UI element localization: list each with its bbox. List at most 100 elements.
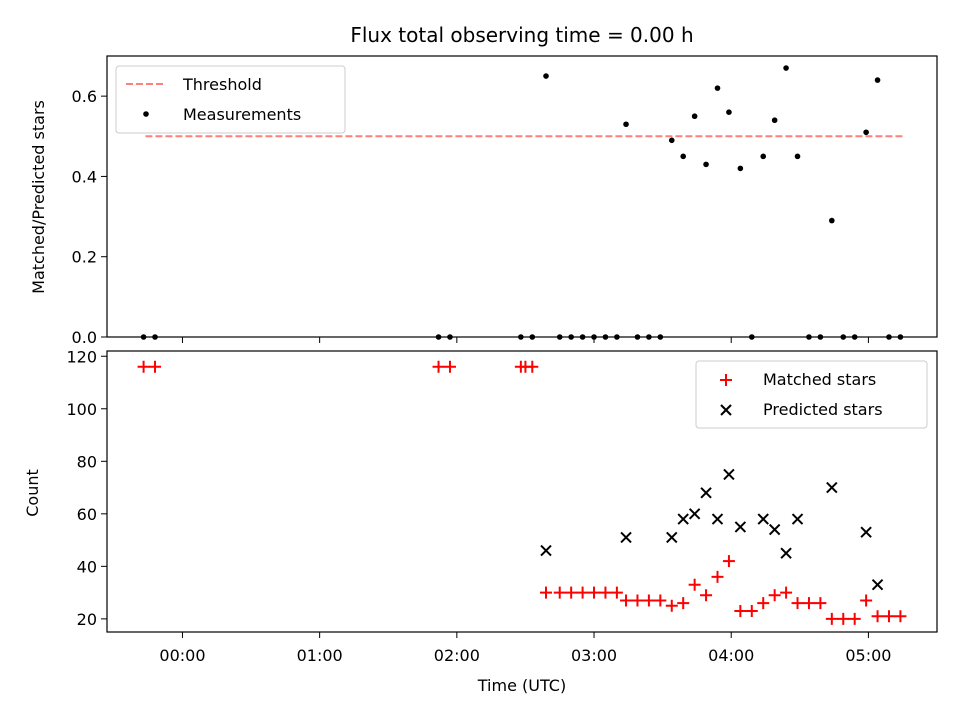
matched-star-point <box>610 586 623 599</box>
measurement-point <box>614 334 620 340</box>
measurement-point <box>874 77 881 83</box>
x-tick-label: 04:00 <box>708 646 754 665</box>
y-tick-label: 60 <box>77 505 97 524</box>
x-stroke-b <box>757 513 769 525</box>
matched-star-point <box>443 360 456 373</box>
matched-star-point <box>149 360 162 373</box>
x-stroke-b <box>860 526 872 538</box>
top-panel: 0.0 0.2 0.4 0.6 Threshold Measurements <box>72 55 938 347</box>
x-axis-label: Time (UTC) <box>477 676 566 695</box>
x-stroke-b <box>700 487 712 499</box>
measurement-point <box>806 334 812 340</box>
x-stroke-b <box>791 513 804 525</box>
measurement-point <box>783 65 789 71</box>
x-stroke-b <box>871 579 884 591</box>
measurement-point <box>714 85 721 91</box>
predicted-star-point <box>734 521 747 533</box>
predicted-star-point <box>768 523 781 536</box>
measurement-point <box>863 129 869 136</box>
predicted-star-point <box>540 544 552 557</box>
bottom-y-axis-label: Count <box>23 469 42 517</box>
bottom-legend: Matched stars Predicted stars <box>695 360 928 429</box>
predicted-star-point <box>860 526 872 538</box>
matched-star-point <box>802 597 815 610</box>
measurement-point <box>646 334 652 340</box>
x-stroke-b <box>720 404 732 416</box>
bottom-panel: 20 40 60 80 100 120 00:00 01:00 02:00 03:00 04:00 0… <box>66 347 938 665</box>
matched-star-point <box>620 594 633 607</box>
measurement-point <box>529 334 536 340</box>
matched-star-point <box>700 589 713 602</box>
predicted-star-point <box>757 513 769 525</box>
measurement-point <box>579 334 586 340</box>
predicted-star-point <box>826 481 838 494</box>
matched-star-point <box>631 594 644 607</box>
legend-measurements-label: Measurements <box>183 105 301 124</box>
matched-star-point <box>665 599 678 612</box>
matched-star-point <box>791 597 804 610</box>
matched-star-point <box>757 597 770 610</box>
matched-star-point <box>688 578 701 591</box>
measurement-point <box>737 165 744 172</box>
x-stroke-b <box>620 531 632 544</box>
predicted-star-point <box>871 579 884 591</box>
y-tick-label: 100 <box>66 400 97 419</box>
measurement-point <box>760 153 767 160</box>
chart-title: Flux total observing time = 0.00 h <box>350 23 693 47</box>
predicted-star-point <box>723 468 735 481</box>
matched-star-point <box>814 597 827 610</box>
measurement-point <box>726 109 732 115</box>
measurement-point <box>691 113 698 120</box>
x-stroke-b <box>677 513 689 525</box>
measurement-point <box>851 334 858 340</box>
matched-star-point <box>137 360 150 373</box>
matched-star-point <box>565 586 578 599</box>
legend-matched-label: Matched stars <box>763 370 876 389</box>
predicted-star-point <box>791 513 804 525</box>
measurement-point <box>152 334 158 340</box>
measurement-point <box>634 334 641 340</box>
x-stroke-b <box>666 531 678 544</box>
matched-star-point <box>599 586 612 599</box>
measurement-point <box>771 117 778 124</box>
legend-box <box>115 65 346 134</box>
x-stroke-b <box>768 523 781 536</box>
measurement-point <box>703 161 709 168</box>
predicted-star-point <box>688 508 701 520</box>
measurement-point <box>591 334 597 340</box>
top-y-axis-label: Matched/Predicted stars <box>29 100 48 294</box>
x-tick-label: 02:00 <box>434 646 480 665</box>
measurement-point <box>897 334 904 340</box>
y-tick-label: 20 <box>77 610 97 629</box>
matched-star-point <box>894 610 907 623</box>
measurement-point <box>794 153 801 160</box>
measurement-point <box>602 334 609 340</box>
predicted-star-point <box>677 513 689 525</box>
x-stroke-b <box>711 513 724 525</box>
matched-star-point <box>540 586 553 599</box>
predicted-star-point <box>666 531 678 544</box>
measurement-point <box>886 334 892 340</box>
measurement-point <box>829 217 835 224</box>
legend-threshold-label: Threshold <box>182 75 262 94</box>
y-tick-label: 80 <box>77 452 97 471</box>
measurement-point <box>817 334 824 340</box>
measurement-point <box>447 334 453 340</box>
predicted-star-point <box>780 547 792 559</box>
measurement-point <box>568 334 574 340</box>
x-stroke-b <box>540 544 552 557</box>
matched-star-point <box>780 586 793 599</box>
y-tick-label: 0.2 <box>72 248 97 267</box>
matched-star-point <box>860 594 873 607</box>
measurement-point <box>657 334 664 340</box>
predicted-star-point <box>620 531 632 544</box>
matched-star-point <box>848 612 861 625</box>
legend-predicted-label: Predicted stars <box>763 400 883 419</box>
matched-star-point <box>734 604 747 617</box>
y-tick-label: 0.6 <box>72 87 97 106</box>
measurement-point <box>623 121 629 128</box>
legend-measurements-swatch <box>143 111 149 117</box>
matched-star-point <box>882 610 895 623</box>
x-tick-label: 03:00 <box>571 646 617 665</box>
